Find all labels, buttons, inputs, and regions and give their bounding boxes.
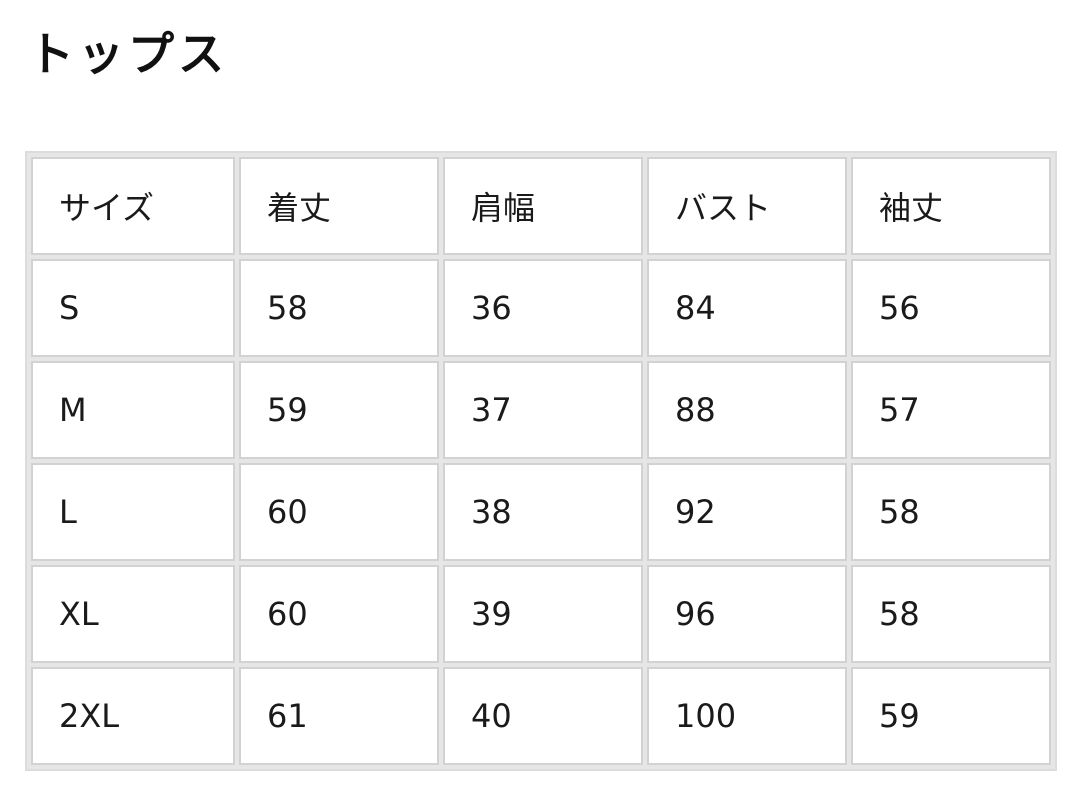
- header-cell: サイズ: [31, 157, 235, 255]
- table-cell: S: [31, 259, 235, 357]
- table-cell: 57: [851, 361, 1051, 459]
- table-row: M 59 37 88 57: [31, 361, 1051, 459]
- header-cell: バスト: [647, 157, 847, 255]
- table-cell: 56: [851, 259, 1051, 357]
- table-cell: 37: [443, 361, 643, 459]
- table-cell: 40: [443, 667, 643, 765]
- header-cell: 着丈: [239, 157, 439, 255]
- table-cell: L: [31, 463, 235, 561]
- table-row: 2XL 61 40 100 59: [31, 667, 1051, 765]
- table-row: S 58 36 84 56: [31, 259, 1051, 357]
- table-cell: 58: [239, 259, 439, 357]
- table-cell: XL: [31, 565, 235, 663]
- table-cell: 39: [443, 565, 643, 663]
- table-cell: 92: [647, 463, 847, 561]
- table-row: L 60 38 92 58: [31, 463, 1051, 561]
- table-cell: 58: [851, 463, 1051, 561]
- table-cell: 2XL: [31, 667, 235, 765]
- table-cell: M: [31, 361, 235, 459]
- header-cell: 袖丈: [851, 157, 1051, 255]
- table-cell: 38: [443, 463, 643, 561]
- header-cell: 肩幅: [443, 157, 643, 255]
- table-cell: 59: [851, 667, 1051, 765]
- header-row: サイズ 着丈 肩幅 バスト 袖丈: [31, 157, 1051, 255]
- table-cell: 96: [647, 565, 847, 663]
- size-table: サイズ 着丈 肩幅 バスト 袖丈 S 58 36 84 56 M 59 37 88 57 L 60 38 92 58 X…: [25, 151, 1057, 771]
- table-cell: 61: [239, 667, 439, 765]
- table-cell: 88: [647, 361, 847, 459]
- table-cell: 59: [239, 361, 439, 459]
- page-title: トップス: [28, 27, 228, 81]
- table-cell: 60: [239, 565, 439, 663]
- table-cell: 60: [239, 463, 439, 561]
- table-cell: 84: [647, 259, 847, 357]
- table-cell: 58: [851, 565, 1051, 663]
- table-row: XL 60 39 96 58: [31, 565, 1051, 663]
- table-cell: 100: [647, 667, 847, 765]
- table-cell: 36: [443, 259, 643, 357]
